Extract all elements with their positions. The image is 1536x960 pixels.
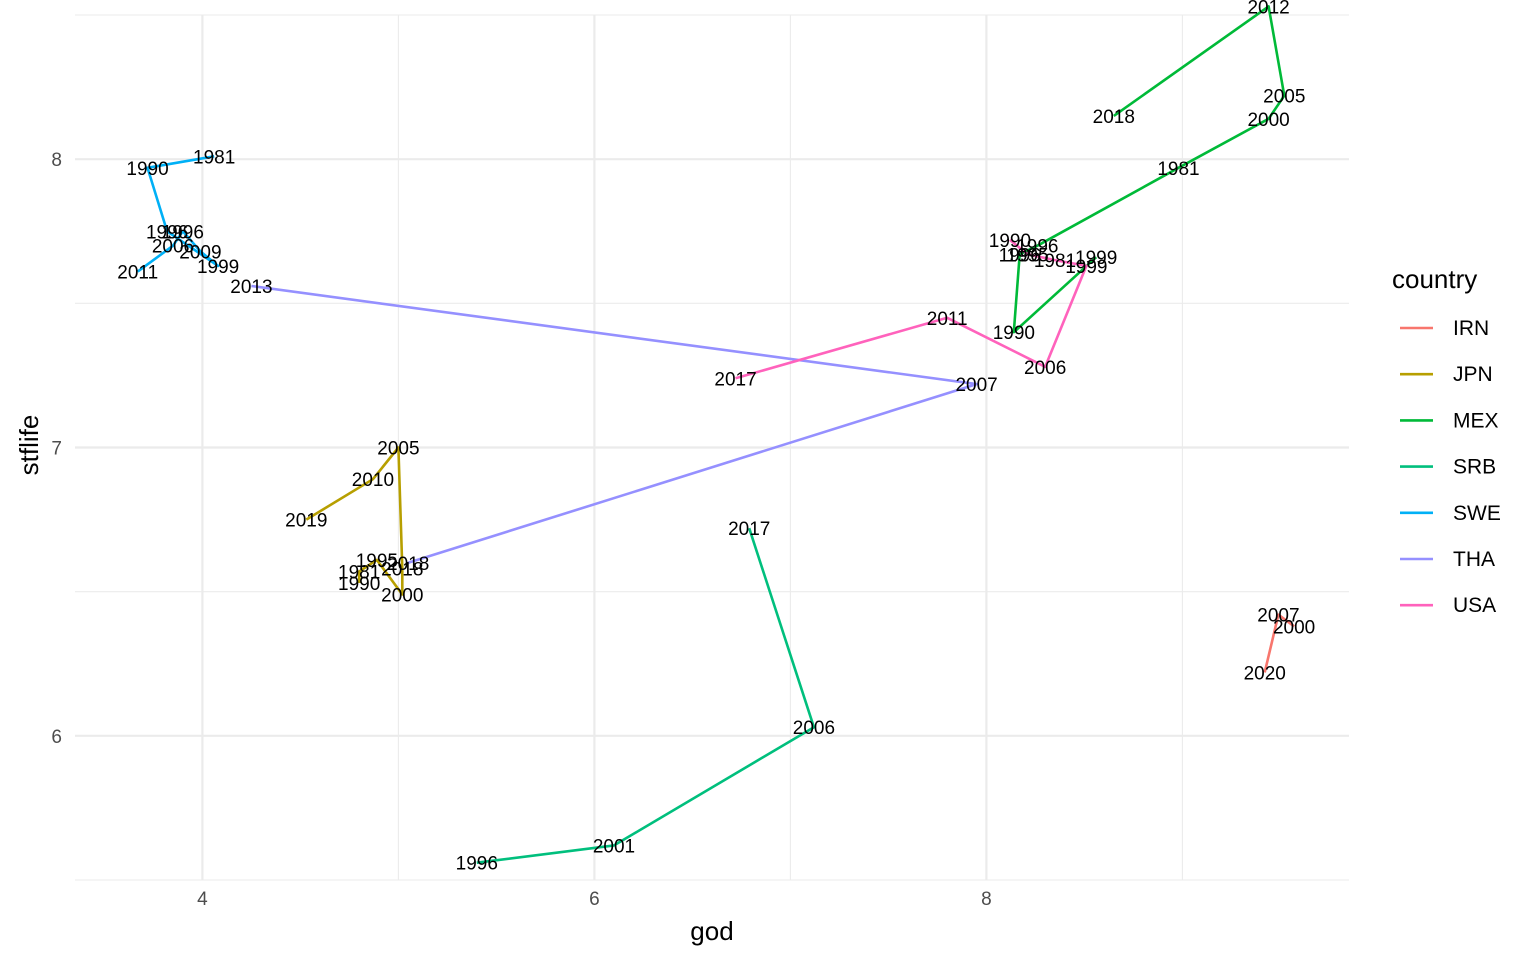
series-lines <box>138 6 1294 862</box>
point-label: 2013 <box>230 277 272 298</box>
legend-label: THA <box>1453 548 1495 571</box>
point-label: 2001 <box>593 836 635 857</box>
point-label: 2019 <box>285 511 327 532</box>
point-label: 2017 <box>728 519 770 540</box>
legend-label: SWE <box>1453 502 1501 525</box>
point-label: 1999 <box>197 257 239 278</box>
legend: country IRN JPN MEX SRB SWE THA USA <box>1392 264 1501 617</box>
y-tick-label: 7 <box>51 439 62 460</box>
y-tick-label: 6 <box>51 727 62 748</box>
point-label: 2006 <box>793 718 835 739</box>
series-line-mex <box>1014 6 1285 332</box>
y-tick-label: 8 <box>51 150 62 171</box>
point-label: 2020 <box>1244 663 1286 684</box>
point-label: 2018 <box>1093 107 1135 128</box>
x-tick-label: 4 <box>197 889 208 910</box>
grid: 4 6 8 6 7 8 <box>51 15 1349 910</box>
point-label: 2012 <box>1247 0 1289 18</box>
point-label: 2011 <box>927 309 968 330</box>
chart: 4 6 8678 202020072000201920102005201820001… <box>0 0 1536 960</box>
point-label: 2000 <box>1247 110 1289 131</box>
legend-label: JPN <box>1453 363 1493 386</box>
legend-title: country <box>1392 264 1477 294</box>
point-label: 2005 <box>377 439 419 460</box>
legend-label: SRB <box>1453 456 1496 479</box>
point-label: 1981 <box>1157 159 1199 180</box>
point-label: 2000 <box>381 586 423 607</box>
point-label: 1990 <box>126 159 168 180</box>
x-axis-title: god <box>690 916 733 946</box>
point-label: 1981 <box>193 147 235 168</box>
point-label: 1990 <box>338 574 380 595</box>
point-labels: 2020200720002019201020052018200019951981… <box>117 0 1315 875</box>
point-label: 1996 <box>146 222 188 243</box>
legend-label: USA <box>1453 594 1496 617</box>
series-line-srb <box>477 528 814 863</box>
point-label: 2005 <box>1263 87 1305 108</box>
point-label: 2011 <box>117 263 158 284</box>
point-label: 2000 <box>1273 617 1315 638</box>
point-label: 2018 <box>387 554 429 575</box>
point-label: 2006 <box>1024 358 1066 379</box>
x-tick-label: 6 <box>589 889 600 910</box>
point-label: 1990 <box>989 231 1031 252</box>
point-label: 2017 <box>714 369 756 390</box>
x-tick-label: 8 <box>981 889 992 910</box>
y-axis-title: stflife <box>14 415 44 476</box>
point-label: 1996 <box>456 854 498 875</box>
legend-label: IRN <box>1453 317 1489 340</box>
legend-label: MEX <box>1453 409 1499 432</box>
point-label: 2010 <box>352 470 394 491</box>
point-label: 1990 <box>993 323 1035 344</box>
point-label: 2007 <box>955 375 997 396</box>
series-line-tha <box>251 286 976 563</box>
